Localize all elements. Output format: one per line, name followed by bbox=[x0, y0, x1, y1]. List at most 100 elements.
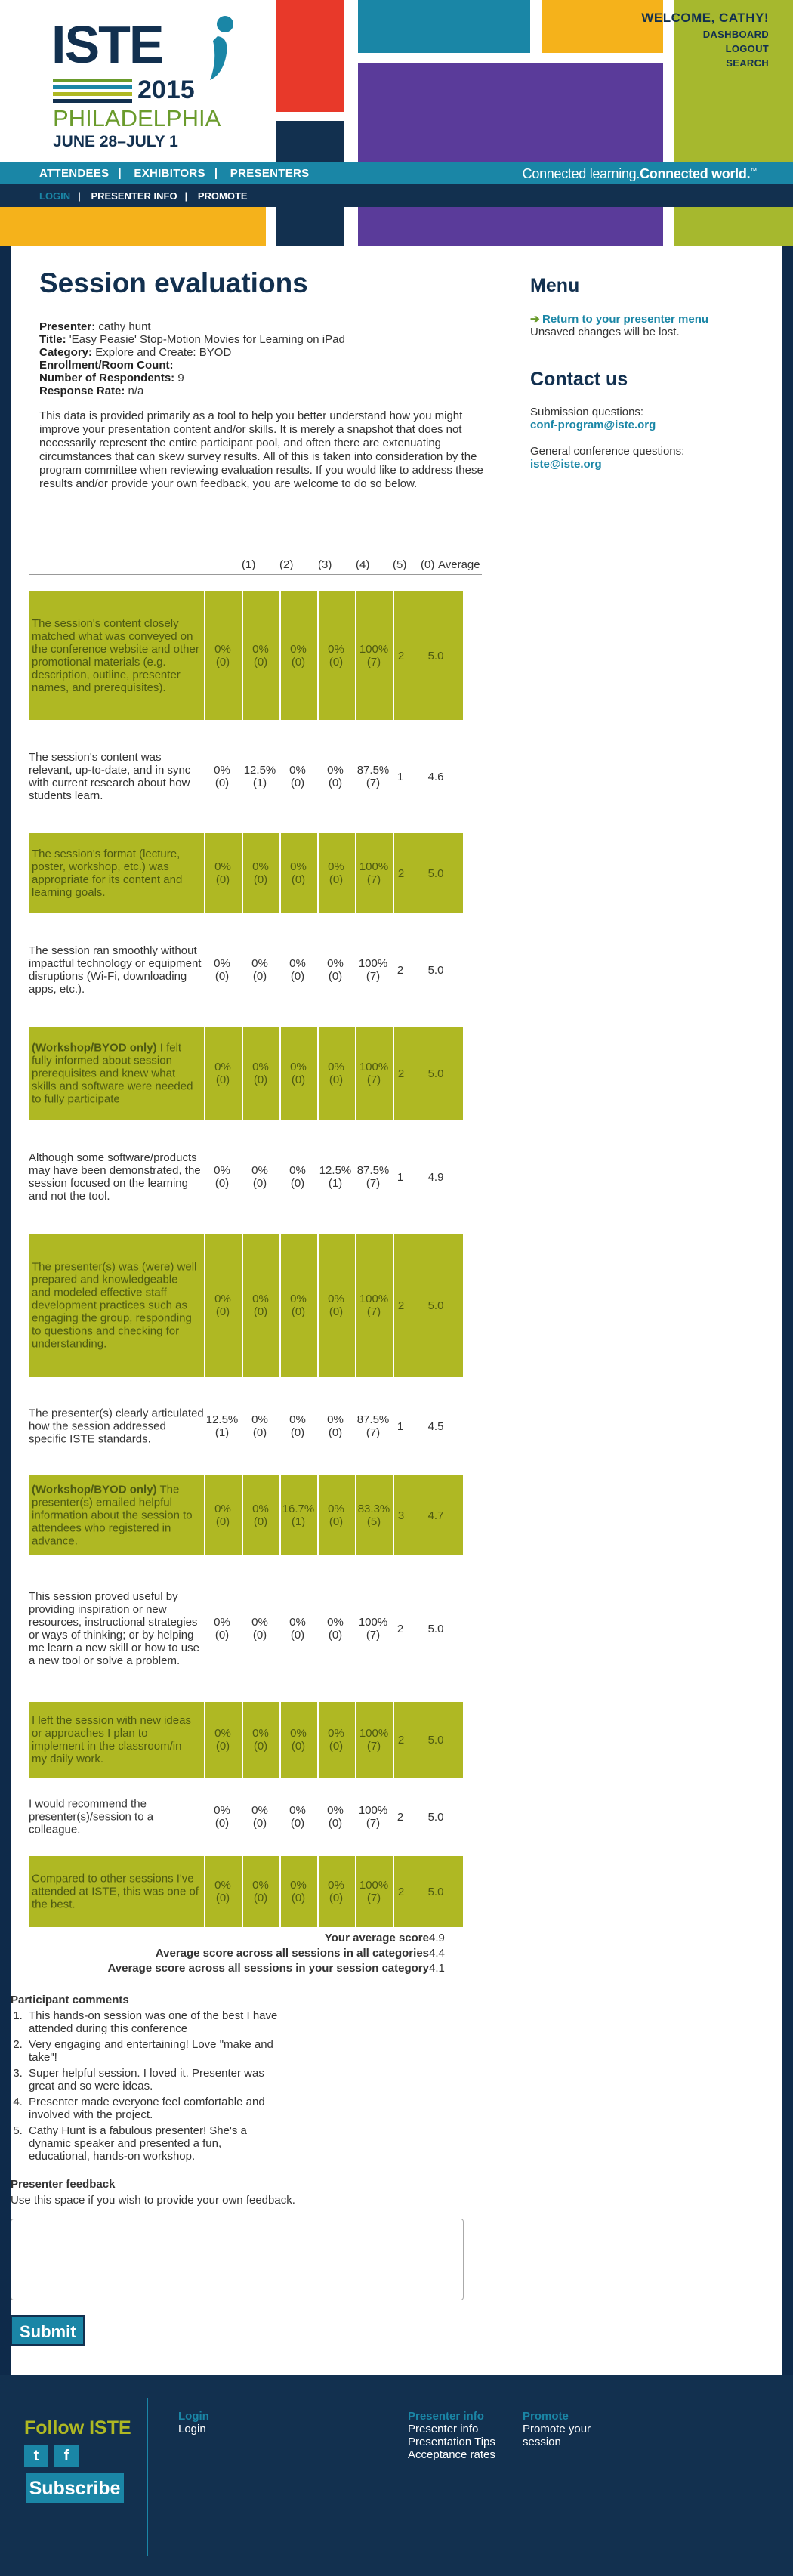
submission-label: Submission questions: bbox=[530, 406, 644, 419]
score-cell: 0% (0) bbox=[204, 591, 240, 720]
general-email-link[interactable]: iste@iste.org bbox=[530, 458, 602, 471]
header-col-2: (2) bbox=[279, 558, 294, 571]
feedback-textarea[interactable] bbox=[11, 2219, 464, 2300]
score-count: (0) bbox=[252, 1426, 267, 1439]
score-count: (0) bbox=[329, 656, 344, 669]
footer-link-promote-2[interactable]: session bbox=[523, 2435, 561, 2448]
return-presenter-menu-link[interactable]: ➔ Return to your presenter menu bbox=[530, 312, 757, 326]
score-percent: 0% bbox=[252, 1293, 269, 1305]
score-count: (7) bbox=[366, 1305, 381, 1318]
score-cell: 100% (7) bbox=[355, 1572, 391, 1685]
score-count: (1) bbox=[328, 1177, 343, 1190]
subscribe-button[interactable]: Subscribe bbox=[26, 2473, 124, 2503]
average-cell: 5.0 bbox=[427, 1733, 444, 1747]
nav-attendees[interactable]: ATTENDEES bbox=[39, 167, 110, 180]
footer-col-heading: Presenter info bbox=[408, 2410, 484, 2423]
main-column: Session evaluations Presenter: cathy hun… bbox=[39, 267, 492, 491]
question-text: I left the session with new ideas or app… bbox=[32, 1714, 199, 1765]
question-text: The session's content was relevant, up-t… bbox=[29, 751, 204, 802]
zero-count-cell: 2 bbox=[393, 1702, 408, 1778]
score-count: (7) bbox=[366, 970, 381, 983]
score-cell: 0% (0) bbox=[317, 1394, 353, 1459]
subnav-presenter-info[interactable]: PRESENTER INFO bbox=[91, 190, 177, 202]
footer-link-presenter-info[interactable]: Presenter info bbox=[408, 2423, 479, 2435]
decor-block-red bbox=[276, 0, 344, 112]
meta-label: Response Rate: bbox=[39, 385, 125, 397]
logo-dates: JUNE 28–JULY 1 bbox=[53, 133, 178, 150]
meta-label: Presenter: bbox=[39, 320, 96, 333]
score-cell: 0% (0) bbox=[242, 930, 278, 1010]
score-cell: 0% (0) bbox=[279, 1027, 316, 1120]
submit-button[interactable]: Submit bbox=[11, 2315, 85, 2346]
score-cell: 0% (0) bbox=[317, 1572, 353, 1685]
score-percent: 0% bbox=[328, 643, 344, 656]
meta-title: Title: 'Easy Peasie' Stop-Motion Movies … bbox=[39, 333, 492, 346]
footer-link-promote[interactable]: Promote your bbox=[523, 2423, 591, 2435]
score-count: (0) bbox=[328, 1426, 343, 1439]
logout-link[interactable]: LOGOUT bbox=[725, 43, 769, 54]
iste-logo[interactable]: ISTE 2015 PHILADELPHIA JUNE 28–JULY 1 bbox=[47, 14, 243, 153]
score-cell: 87.5% (7) bbox=[355, 1394, 391, 1459]
score-count: (0) bbox=[253, 656, 268, 669]
list-item: Cathy Hunt is a fabulous presenter! She'… bbox=[26, 2124, 282, 2163]
intro-text: This data is provided primarily as a too… bbox=[39, 409, 483, 490]
score-percent: 12.5% bbox=[243, 764, 276, 777]
score-percent: 0% bbox=[290, 1727, 307, 1740]
score-cell: 100% (7) bbox=[355, 1234, 391, 1377]
tagline-mark: ™ bbox=[750, 167, 757, 175]
score-count: (7) bbox=[366, 656, 381, 669]
score-count: (1) bbox=[214, 1426, 230, 1439]
subnav-login[interactable]: LOGIN bbox=[39, 190, 71, 202]
score-percent: 0% bbox=[251, 1164, 268, 1177]
score-cell: 100% (7) bbox=[355, 833, 391, 913]
score-percent: 0% bbox=[290, 643, 307, 656]
footer-link-login[interactable]: Login bbox=[178, 2423, 206, 2435]
question-prefix: (Workshop/BYOD only) bbox=[32, 1483, 157, 1496]
submission-email-link[interactable]: conf-program@iste.org bbox=[530, 419, 656, 431]
footer-link-acceptance-rates[interactable]: Acceptance rates bbox=[408, 2448, 495, 2461]
score-cell: 0% (0) bbox=[279, 1137, 316, 1217]
question-body: The presenter(s) was (were) well prepare… bbox=[32, 1260, 197, 1351]
score-count: (0) bbox=[290, 1817, 305, 1830]
score-percent: 87.5% bbox=[356, 1164, 390, 1177]
question-text: The presenter(s) was (were) well prepare… bbox=[32, 1261, 199, 1351]
header-col-3: (3) bbox=[318, 558, 332, 571]
logo-year: 2015 bbox=[137, 76, 195, 104]
score-percent: 0% bbox=[328, 1727, 344, 1740]
score-count: (7) bbox=[366, 1426, 381, 1439]
table-row: The session's content closely matched wh… bbox=[29, 591, 463, 720]
dashboard-link[interactable]: DASHBOARD bbox=[702, 29, 769, 40]
question-text: I would recommend the presenter(s)/sessi… bbox=[29, 1798, 204, 1836]
score-count: (0) bbox=[253, 1515, 268, 1528]
score-percent: 0% bbox=[328, 860, 344, 873]
score-count: (0) bbox=[252, 1629, 267, 1642]
score-percent: 0% bbox=[214, 1503, 231, 1515]
question-body: I felt fully informed about session prer… bbox=[32, 1041, 193, 1106]
meta-label: Category: bbox=[39, 346, 93, 359]
list-item: Super helpful session. I loved it. Prese… bbox=[26, 2067, 282, 2093]
presenter-feedback: Presenter feedback Use this space if you… bbox=[11, 2178, 482, 2346]
subnav-promote[interactable]: PROMOTE bbox=[197, 190, 248, 202]
score-count: (0) bbox=[214, 777, 230, 789]
score-cell: 0% (0) bbox=[242, 1394, 278, 1459]
nav-separator: | bbox=[184, 190, 188, 202]
meta-respondents: Number of Respondents: 9 bbox=[39, 372, 492, 385]
twitter-icon[interactable]: t bbox=[24, 2445, 48, 2467]
decor-block-navy bbox=[276, 121, 344, 162]
search-link[interactable]: SEARCH bbox=[726, 57, 769, 69]
meta-label: Enrollment/Room Count: bbox=[39, 359, 174, 372]
footer: Follow ISTE t f Subscribe Login Login Pr… bbox=[0, 2375, 793, 2576]
table-row: The presenter(s) was (were) well prepare… bbox=[29, 1234, 463, 1377]
welcome-link[interactable]: WELCOME, CATHY! bbox=[641, 11, 769, 25]
table-row: Compared to other sessions I've attended… bbox=[29, 1856, 463, 1927]
nav-presenters[interactable]: PRESENTERS bbox=[230, 167, 310, 180]
meta-response-rate: Response Rate: n/a bbox=[39, 385, 492, 397]
list-item: Very engaging and entertaining! Love "ma… bbox=[26, 2038, 282, 2064]
question-text: (Workshop/BYOD only) The presenter(s) em… bbox=[32, 1484, 199, 1548]
score-cell: 0% (0) bbox=[317, 1027, 353, 1120]
nav-exhibitors[interactable]: EXHIBITORS bbox=[134, 167, 205, 180]
footer-link-presentation-tips[interactable]: Presentation Tips bbox=[408, 2435, 495, 2448]
facebook-icon[interactable]: f bbox=[54, 2445, 79, 2467]
score-count: (0) bbox=[329, 1515, 344, 1528]
respondents-value: 9 bbox=[177, 372, 184, 385]
